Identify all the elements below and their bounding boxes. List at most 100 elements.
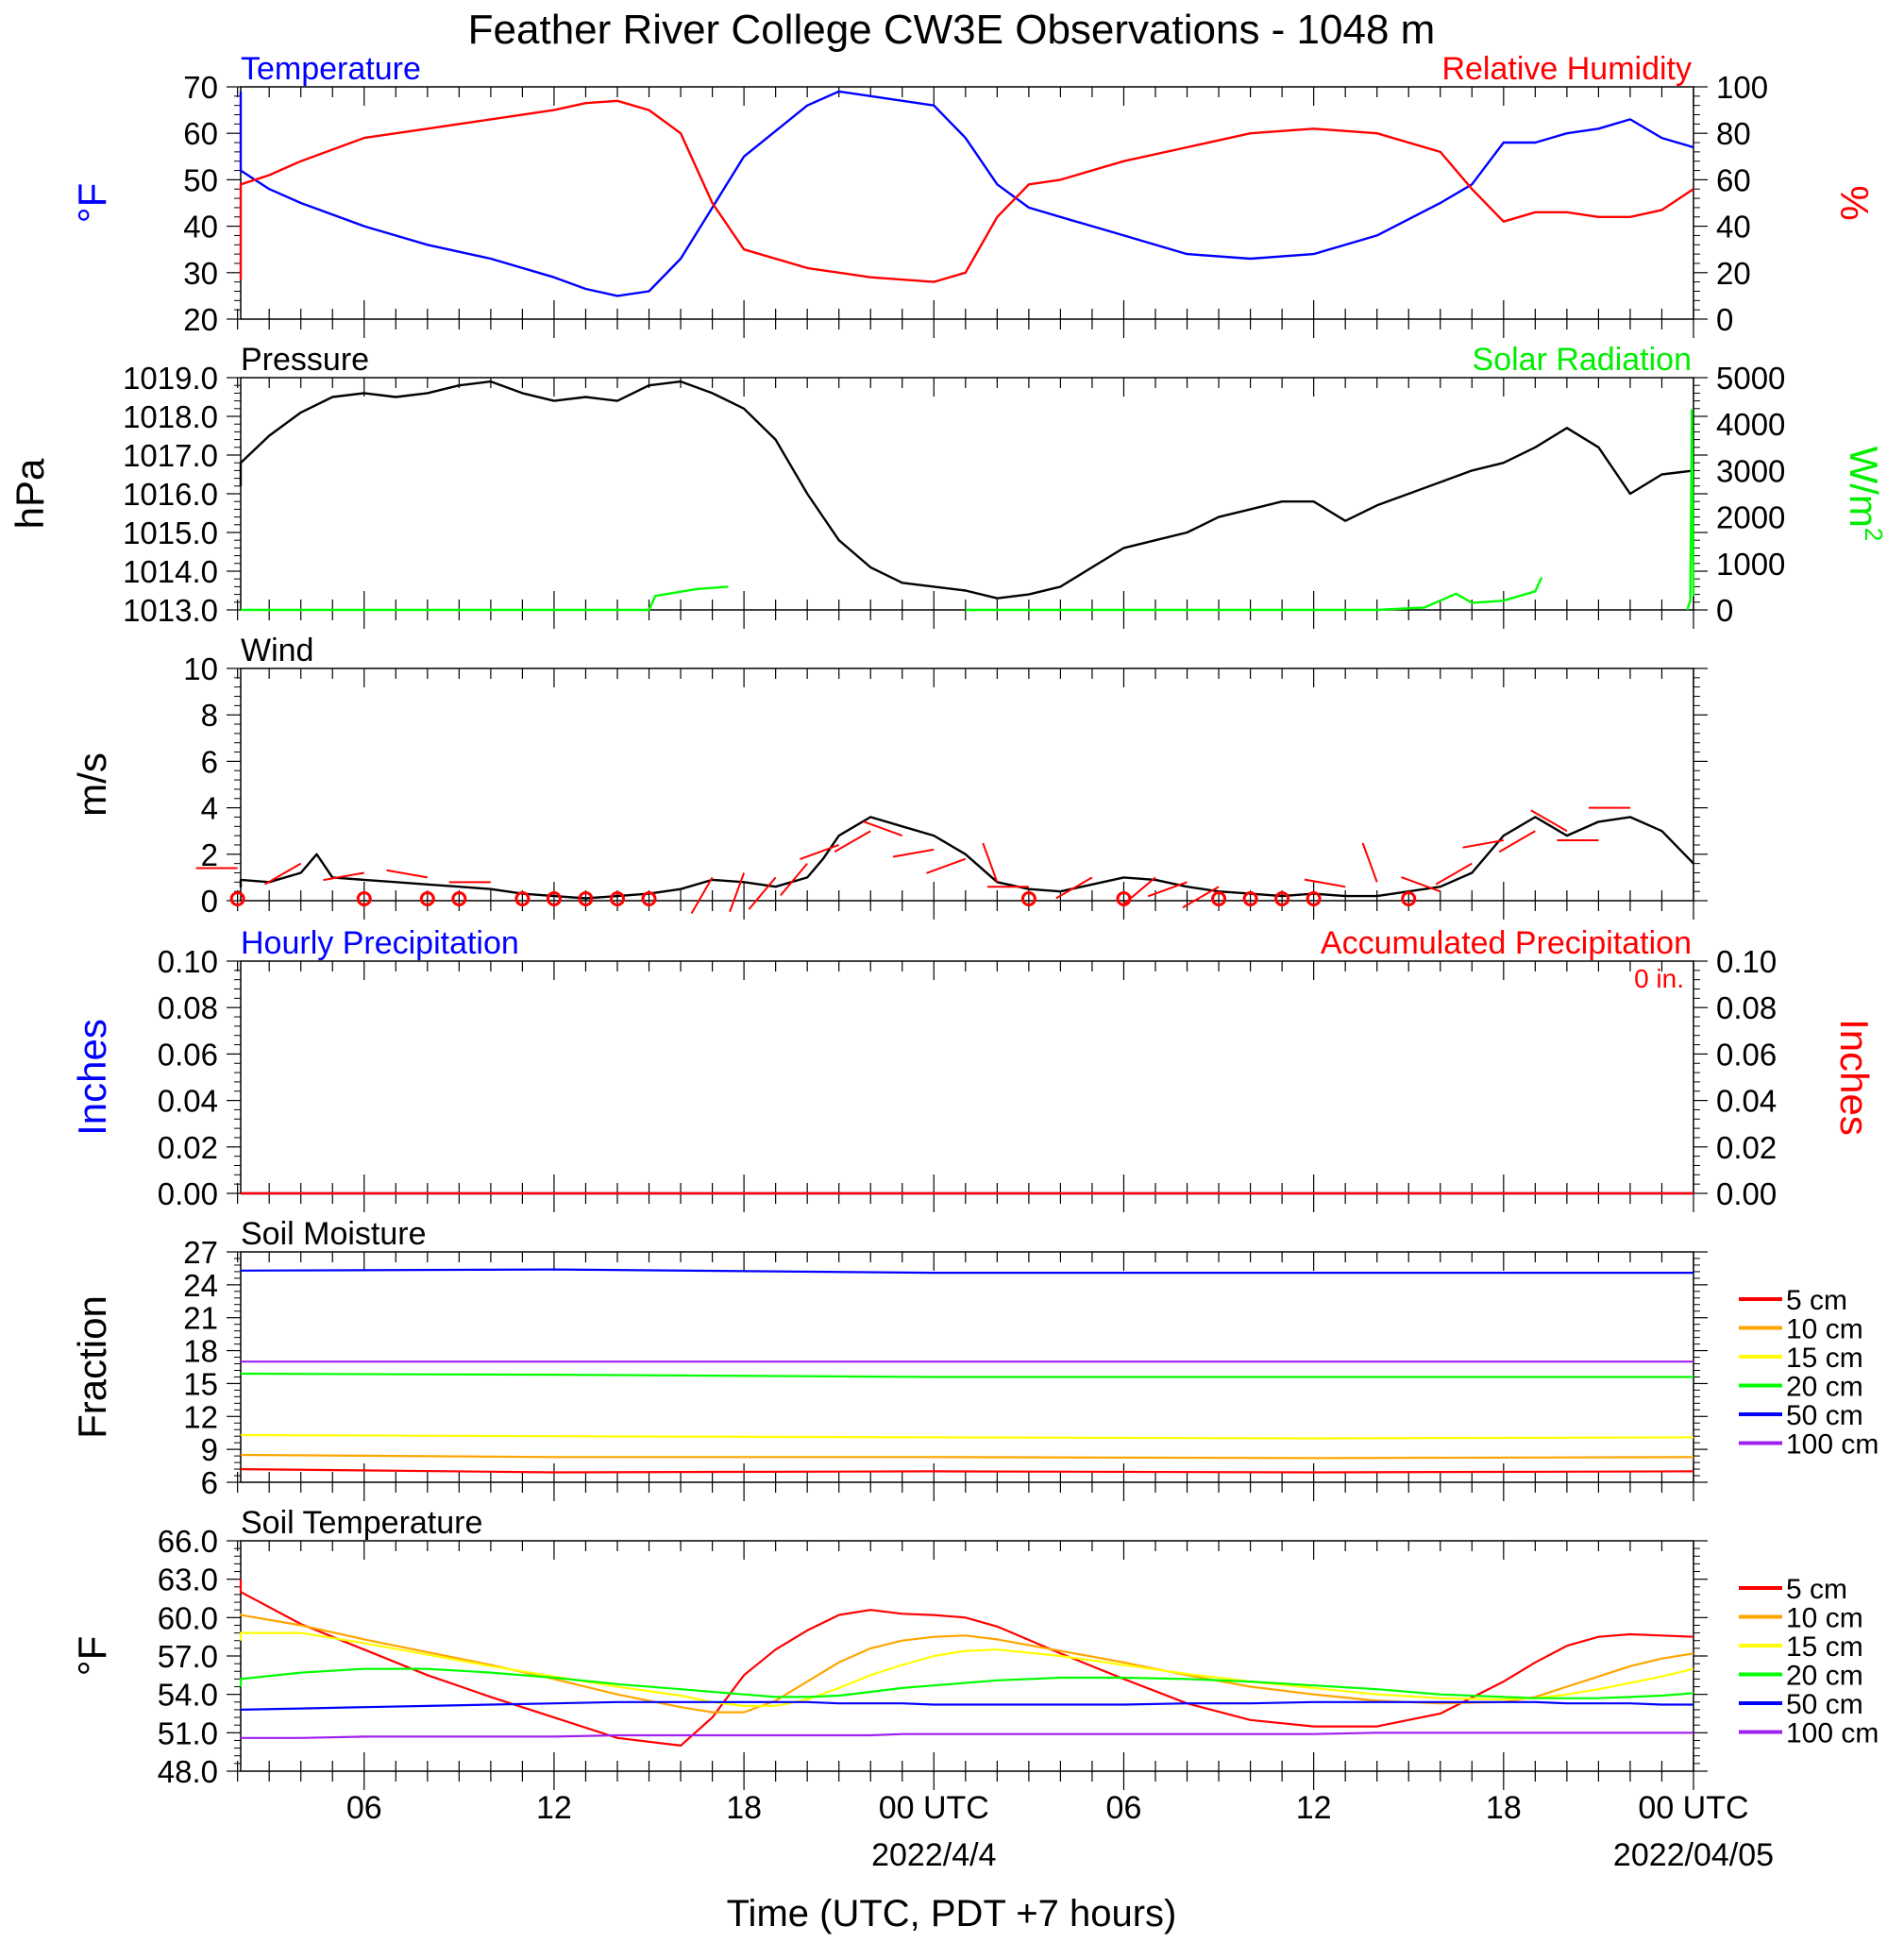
y-axis-label-left: m/s	[70, 752, 114, 817]
x-date-label: 2022/4/4	[871, 1837, 996, 1873]
series-20-cm	[239, 1667, 1694, 1699]
series-15-cm	[240, 1433, 1694, 1440]
y-right-tick-label: 100	[1716, 70, 1768, 105]
plot-frame	[240, 86, 1694, 320]
y-tick-label: 6	[201, 744, 218, 779]
y-right-tick-label: 20	[1716, 256, 1751, 291]
x-tick-label: 12	[1296, 1790, 1332, 1826]
series-relative-humidity	[239, 99, 1694, 283]
panel-left-title: Temperature	[241, 51, 421, 87]
series-50-cm	[240, 1700, 1693, 1711]
y-tick-label: 0.08	[158, 990, 218, 1025]
panel-left-title: Soil Temperature	[241, 1505, 482, 1541]
x-tick-label: 06	[1106, 1790, 1142, 1826]
y-right-tick-label: 80	[1716, 116, 1751, 151]
calm-wind-circle	[1020, 891, 1036, 906]
legend-label: 100 cm	[1786, 1429, 1879, 1461]
y-axis-label-left: Inches	[70, 1019, 114, 1136]
accumulated-annotation: 0 in.	[1634, 964, 1684, 993]
x-tick-label: 12	[536, 1790, 572, 1826]
y-axis-label-right: W/m2	[1842, 447, 1888, 542]
y-axis-label-right-main: Inches	[1832, 1019, 1877, 1136]
y-tick-label: 1015.0	[123, 515, 218, 550]
series-5-cm	[239, 1579, 1694, 1748]
series-100-cm	[241, 1732, 1693, 1739]
series-solar-radiation	[1686, 409, 1695, 611]
y-tick-label: 60.0	[158, 1600, 218, 1635]
y-tick-label: 51.0	[158, 1715, 218, 1750]
y-tick-label: 1019.0	[123, 361, 218, 396]
y-tick-label: 70	[183, 70, 218, 105]
plot-frame	[240, 377, 1694, 611]
calm-wind-circle	[1116, 891, 1132, 906]
y-tick-label: 0.04	[158, 1084, 218, 1119]
legend-label: 10 cm	[1786, 1603, 1863, 1634]
series-50-cm	[240, 1268, 1693, 1275]
x-tick-label: 18	[726, 1790, 762, 1826]
y-right-tick-label: 4000	[1716, 407, 1785, 442]
plot-frame	[240, 667, 1694, 902]
y-tick-label: 8	[201, 698, 218, 733]
legend-label: 15 cm	[1786, 1631, 1863, 1663]
y-tick-label: 0.10	[158, 944, 218, 979]
series-solar-radiation	[965, 577, 1543, 612]
legend-label: 20 cm	[1786, 1372, 1863, 1403]
x-date-label: 2022/04/05	[1613, 1837, 1774, 1873]
y-right-tick-label: 0.02	[1716, 1130, 1777, 1165]
y-tick-label: 24	[183, 1268, 218, 1303]
wind-barb	[1361, 842, 1378, 883]
calm-wind-circle	[1242, 891, 1258, 906]
wind-barb	[1147, 881, 1188, 898]
calm-wind-circle	[229, 891, 245, 906]
y-tick-label: 9	[201, 1432, 218, 1467]
x-tick-label: 00 UTC	[1638, 1790, 1748, 1826]
wind-barb	[729, 872, 746, 913]
y-tick-label: 1016.0	[123, 477, 218, 512]
panel-left-title: Wind	[241, 633, 313, 668]
wind-barb	[386, 869, 428, 879]
x-tick-label: 00 UTC	[879, 1790, 989, 1826]
y-tick-label: 57.0	[158, 1639, 218, 1674]
series-solar-radiation	[241, 585, 729, 612]
wind-barb	[748, 876, 777, 910]
series-10-cm	[239, 1614, 1694, 1714]
wind-barb	[1401, 876, 1441, 893]
chart-panel-3: 0 2 4 6 8 10 Wind m/s	[70, 633, 1708, 920]
panel-left-title: Pressure	[241, 342, 369, 378]
wind-barb	[1498, 830, 1536, 853]
panel-right-title: Accumulated Precipitation	[1321, 925, 1692, 961]
wind-barb	[1304, 878, 1346, 888]
calm-wind-circle	[451, 891, 467, 906]
y-tick-label: 1014.0	[123, 554, 218, 589]
y-tick-label: 40	[183, 210, 218, 245]
calm-wind-circle	[419, 891, 435, 906]
y-right-tick-label: 2000	[1716, 500, 1785, 535]
wind-barb	[780, 862, 808, 896]
legend-label: 20 cm	[1786, 1661, 1863, 1692]
y-tick-label: 0.00	[158, 1176, 218, 1211]
calm-wind-circle	[546, 891, 562, 906]
y-tick-label: 1018.0	[123, 399, 218, 434]
legend-label: 10 cm	[1786, 1314, 1863, 1345]
legend-label: 5 cm	[1786, 1574, 1847, 1605]
legend-label: 50 cm	[1786, 1689, 1863, 1720]
figure-title: Feather River College CW3E Observations …	[468, 7, 1436, 53]
y-axis-label-right-main: %	[1832, 185, 1877, 220]
panel-left-title: Hourly Precipitation	[241, 925, 519, 961]
plot-frame	[240, 960, 1694, 1194]
wind-barb	[982, 842, 999, 883]
series-10-cm	[240, 1453, 1694, 1460]
y-tick-label: 18	[183, 1334, 218, 1369]
y-axis-label-left: hPa	[8, 458, 52, 529]
legend-label: 100 cm	[1786, 1718, 1879, 1749]
x-tick-label: 18	[1486, 1790, 1522, 1826]
calm-wind-circle	[1306, 891, 1322, 906]
calm-wind-circle	[356, 891, 372, 906]
y-tick-label: 21	[183, 1301, 218, 1336]
calm-wind-circle	[641, 891, 657, 906]
y-tick-label: 63.0	[158, 1563, 218, 1597]
